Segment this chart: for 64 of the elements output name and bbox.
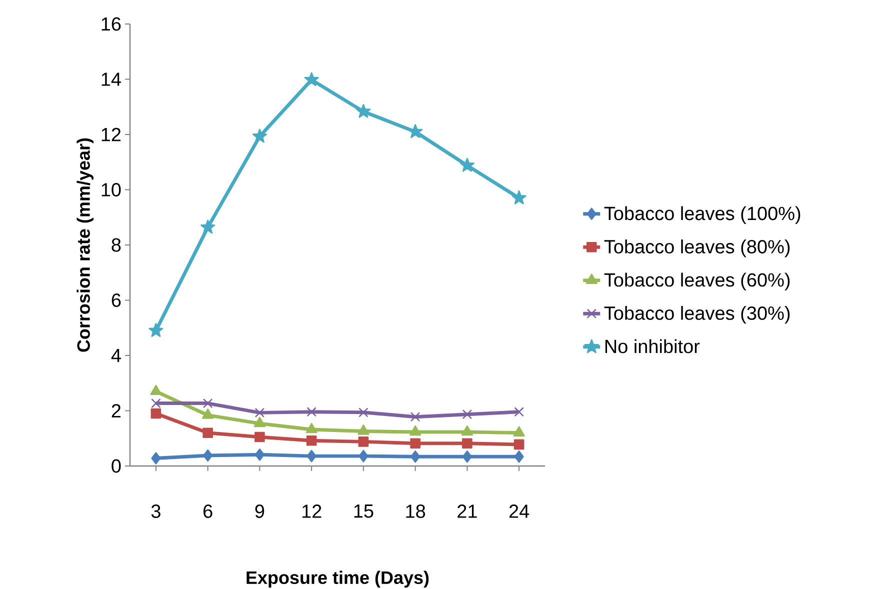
point [514, 450, 524, 463]
point [151, 452, 161, 464]
point [306, 435, 317, 446]
y-axis-title: Corrosion rate (mm/year) [76, 138, 94, 352]
x-tick-label: 12 [302, 504, 322, 518]
point [409, 425, 422, 436]
x-tick-label: 9 [255, 504, 264, 518]
y-tick-label: 14 [102, 72, 121, 86]
point [513, 426, 525, 436]
point [252, 128, 267, 143]
legend-label: No inhibitor [605, 339, 700, 354]
y-tick-label: 16 [102, 17, 121, 31]
point [151, 398, 161, 408]
point [460, 158, 474, 172]
y-tick-label: 6 [112, 294, 121, 307]
y-tick-label: 4 [111, 348, 121, 362]
point [358, 424, 370, 435]
point [202, 408, 214, 419]
x-tick-label: 3 [151, 504, 160, 518]
legend-label: Tobacco leaves (60%) [604, 272, 790, 290]
legend-label: Tobacco leaves (100%) [604, 206, 800, 224]
point [200, 220, 216, 234]
point [202, 398, 213, 408]
point [254, 408, 265, 418]
legend-label: Tobacco leaves (80%) [604, 239, 790, 258]
point [150, 384, 162, 396]
y-tick-label: 2 [112, 404, 121, 418]
legend-label: Tobacco leaves (30%) [604, 306, 790, 324]
x-tick-label: 6 [204, 504, 212, 518]
point [410, 438, 420, 448]
point [148, 322, 164, 337]
point [512, 190, 526, 204]
point [410, 412, 420, 422]
y-tick-label: 8 [112, 238, 121, 252]
point [254, 432, 265, 442]
point [358, 408, 368, 418]
point [514, 406, 524, 417]
point [203, 449, 213, 462]
point [461, 425, 474, 436]
point [150, 408, 162, 419]
point [306, 450, 316, 462]
x-tick-label: 18 [406, 504, 426, 518]
point [410, 450, 420, 463]
point [306, 422, 318, 434]
point [358, 450, 368, 462]
point [306, 406, 316, 417]
point [254, 448, 264, 461]
x-tick-label: 21 [458, 504, 477, 518]
point [462, 438, 472, 448]
point [514, 439, 524, 450]
x-tick-label: 15 [354, 504, 374, 518]
x-tick-label: 24 [509, 504, 530, 518]
point [202, 428, 213, 438]
y-tick-label: 10 [102, 183, 121, 196]
point [462, 450, 472, 463]
point [462, 409, 472, 420]
y-tick-label: 12 [102, 128, 121, 142]
x-axis-title: Exposure time (Days) [246, 570, 429, 588]
point [408, 124, 423, 138]
point [358, 436, 369, 447]
point [304, 72, 319, 86]
point [254, 416, 266, 428]
y-tick-label: 0 [112, 459, 121, 473]
point [356, 104, 371, 118]
